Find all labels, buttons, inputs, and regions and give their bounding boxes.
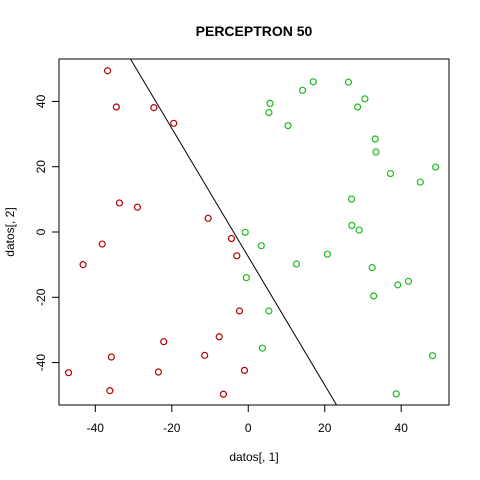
scatter-point-s1-15	[201, 351, 209, 359]
scatter-point-s2-27	[258, 344, 267, 352]
scatter-point-s2-7	[265, 108, 273, 117]
scatter-point-s1-16	[107, 353, 115, 361]
x-axis-label: datos[, 1]	[229, 450, 278, 464]
scatter-point-s2-10	[372, 148, 380, 156]
scatter-point-s2-5	[266, 99, 274, 107]
scatter-point-s2-16	[348, 221, 356, 230]
scatter-point-s2-23	[404, 277, 413, 285]
scatter-point-s1-4	[170, 119, 178, 127]
scatter-point-s1-7	[204, 214, 212, 222]
scatter-point-s1-8	[98, 240, 106, 248]
scatter-point-s2-18	[257, 242, 265, 250]
scatter-point-s2-9	[371, 135, 379, 143]
y-tick-label: 40	[34, 94, 48, 108]
scatter-point-s2-15	[241, 228, 249, 236]
scatter-point-s2-8	[284, 121, 292, 130]
scatter-point-s2-26	[265, 307, 273, 315]
scatter-point-s2-28	[428, 352, 437, 360]
scatter-point-s2-20	[292, 260, 301, 268]
x-tick-label: 0	[245, 421, 252, 435]
scatter-point-s2-24	[394, 281, 402, 289]
scatter-point-s2-4	[361, 95, 369, 103]
scatter-point-s2-11	[432, 163, 440, 171]
x-tick-label: 20	[318, 421, 332, 435]
scatter-point-s1-17	[64, 369, 73, 377]
scatter-point-s2-19	[323, 250, 332, 258]
scatter-point-s2-2	[309, 78, 317, 86]
y-tick-label: -40	[34, 354, 48, 372]
scatter-point-s2-13	[416, 178, 424, 186]
scatter-point-s2-1	[344, 78, 353, 86]
scatter-point-s2-21	[368, 263, 376, 272]
scatter-point-s2-25	[370, 292, 378, 300]
scatter-point-s1-18	[154, 368, 163, 376]
plot-frame	[58, 58, 450, 406]
scatter-point-s2-29	[392, 390, 400, 398]
x-tick-label: -40	[87, 421, 105, 435]
scatter-point-s1-11	[233, 252, 241, 260]
scatter-point-s1-20	[106, 387, 114, 395]
scatter-point-s1-1	[103, 67, 112, 75]
y-tick-label: 0	[34, 228, 48, 235]
decision-boundary-line	[130, 59, 338, 405]
y-axis-label: datos[, 2]	[3, 207, 17, 256]
x-tick-label: 40	[395, 421, 409, 435]
scatter-point-s2-12	[386, 169, 395, 178]
x-tick-label: -20	[163, 421, 181, 435]
x-axis: -40 -20 0 20 40	[87, 404, 409, 435]
scatter-point-s1-13	[215, 333, 223, 341]
scatter-point-s1-5	[115, 199, 124, 207]
chart-title: PERCEPTRON 50	[196, 23, 313, 39]
y-tick-label: 20	[34, 160, 48, 174]
y-axis: -40 -20 0 20 40	[34, 94, 60, 372]
scatter-point-s1-19	[240, 366, 249, 374]
scatter-point-s2-14	[347, 195, 356, 203]
plot-marks	[64, 59, 440, 405]
scatter-point-s2-22	[242, 274, 250, 282]
scatter-point-s1-14	[160, 338, 168, 346]
scatter-point-s2-3	[298, 86, 307, 94]
scatter-point-s2-17	[355, 226, 363, 234]
scatter-point-s1-6	[133, 203, 141, 211]
scatter-point-s1-2	[112, 103, 120, 111]
scatter-point-s1-12	[235, 307, 244, 315]
scatter-point-s2-6	[354, 103, 362, 111]
scatter-point-s1-3	[150, 104, 158, 112]
scatter-point-s1-9	[79, 261, 87, 269]
y-tick-label: -20	[34, 288, 48, 306]
scatter-point-s1-21	[219, 390, 228, 398]
scatter-point-s1-10	[227, 234, 236, 243]
